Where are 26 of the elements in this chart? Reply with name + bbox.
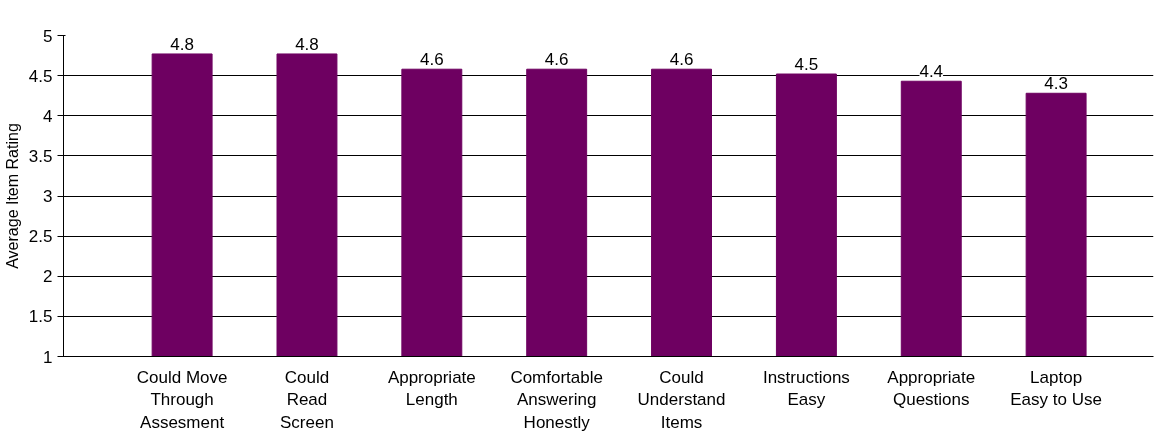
data-label: 4.8 — [170, 34, 194, 54]
y-tick-label: 2.5 — [28, 227, 53, 247]
data-label: 4.5 — [794, 55, 819, 75]
y-tick-label: 4.5 — [28, 66, 53, 86]
data-label: 4.3 — [1044, 74, 1068, 94]
x-tick-label: Comfortable Answering Honestly — [510, 367, 603, 433]
y-tick-label: 4 — [43, 106, 53, 126]
y-axis-title: Average Item Rating — [3, 123, 21, 269]
y-tick-label: 3.5 — [28, 146, 53, 166]
x-tick-label: Could Read Screen — [280, 367, 334, 433]
data-label: 4.6 — [420, 50, 444, 70]
data-label: 4.8 — [295, 34, 319, 54]
y-tick-label: 1.5 — [28, 307, 53, 327]
x-tick-label: Instructions Easy — [762, 367, 850, 410]
y-tick-label: 5 — [43, 26, 53, 46]
x-tick-label: Could Move Through Assesment — [136, 367, 228, 433]
data-label: 4.6 — [544, 50, 569, 70]
data-label: 4.4 — [919, 62, 944, 82]
y-tick-label: 2 — [43, 267, 53, 287]
y-tick-label: 3 — [43, 187, 53, 206]
x-tick-label: Could Understand Items — [637, 367, 726, 433]
x-tick-label: Laptop Easy to Use — [1010, 367, 1102, 410]
data-label: 4.6 — [669, 50, 694, 70]
x-tick-label: Appropriate Questions — [887, 367, 976, 410]
y-tick-label: 1 — [43, 347, 53, 367]
x-tick-label: Appropriate Length — [387, 367, 476, 410]
